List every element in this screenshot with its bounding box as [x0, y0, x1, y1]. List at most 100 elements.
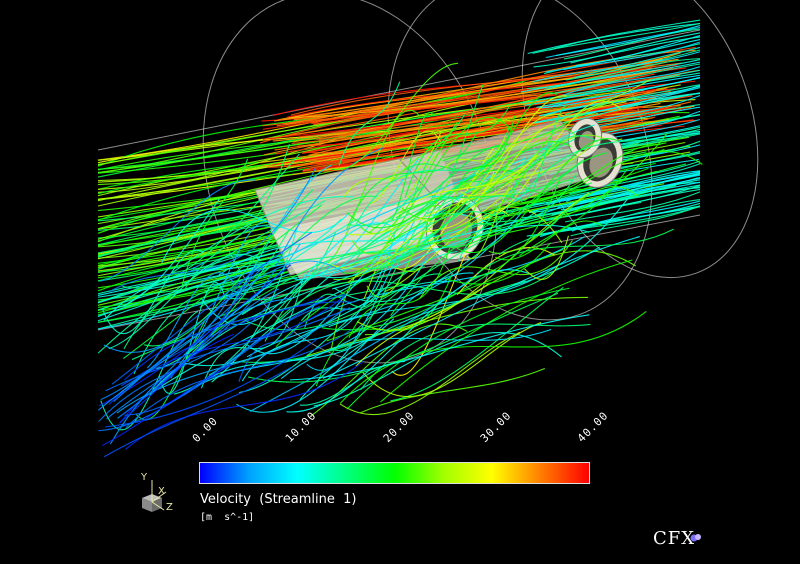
streamline: [460, 123, 559, 197]
streamline: [395, 145, 496, 270]
streamline: [408, 154, 538, 207]
streamline: [173, 255, 336, 395]
streamline: [361, 322, 542, 397]
streamline: [313, 332, 562, 407]
streamline: [519, 168, 628, 257]
streamline: [544, 85, 701, 117]
streamline: [574, 46, 701, 79]
streamline: [411, 114, 466, 205]
streamline: [498, 210, 566, 256]
streamline: [109, 294, 232, 445]
streamline: [544, 58, 701, 91]
streamline: [299, 246, 601, 400]
axis-x-label: X: [158, 486, 165, 497]
streamline: [545, 41, 701, 73]
streamline: [332, 224, 590, 290]
streamline: [291, 90, 671, 144]
streamline: [341, 117, 513, 274]
streamline: [102, 364, 232, 446]
streamline: [477, 228, 674, 274]
streamline: [520, 72, 701, 104]
legend-title: Velocity (Streamline 1): [200, 492, 357, 507]
streamline: [454, 173, 577, 240]
streamline: [105, 307, 351, 392]
streamline: [319, 70, 657, 141]
streamline: [146, 272, 235, 369]
streamline: [100, 310, 199, 431]
streamline: [125, 360, 364, 450]
streamline: [358, 185, 426, 249]
streamline: [119, 311, 229, 424]
streamline: [507, 150, 703, 204]
streamline: [275, 147, 384, 266]
cfx-logo-icon: [690, 534, 701, 542]
streamline: [118, 333, 234, 424]
streamline: [348, 193, 512, 236]
streamline: [527, 22, 701, 55]
streamline: [569, 163, 701, 195]
streamline: [555, 25, 701, 57]
streamline: [563, 28, 701, 60]
streamline: [210, 173, 478, 288]
streamline: [339, 331, 521, 416]
streamline: [200, 222, 395, 326]
streamline: [161, 209, 350, 263]
streamline: [123, 286, 246, 350]
streamline: [364, 195, 523, 270]
streamline: [308, 236, 585, 321]
streamline: [380, 259, 633, 403]
streamline: [181, 158, 249, 287]
streamline: [360, 323, 591, 391]
cfx-brand-label: CFX: [653, 528, 696, 549]
streamline: [427, 144, 502, 196]
streamline: [395, 159, 583, 219]
streamline: [495, 220, 603, 261]
streamline: [368, 130, 441, 204]
streamline: [366, 179, 451, 298]
streamline: [568, 86, 701, 119]
streamline: [436, 152, 607, 248]
streamline: [368, 168, 490, 234]
streamline: [549, 19, 701, 51]
axis-z-label: Z: [166, 502, 173, 513]
streamline: [469, 173, 563, 280]
streamline: [103, 366, 293, 458]
streamline: [238, 321, 301, 383]
streamline: [286, 195, 461, 265]
streamline: [519, 104, 569, 201]
streamline: [510, 144, 661, 194]
streamline: [564, 84, 701, 116]
streamline: [532, 51, 701, 83]
pipe-edge: [97, 214, 701, 331]
streamline: [124, 294, 344, 416]
streamline: [570, 205, 701, 237]
axis-triad-icon[interactable]: Y X Z: [132, 472, 180, 518]
streamline: [570, 32, 701, 64]
streamline: [288, 69, 662, 119]
streamline: [109, 167, 317, 293]
legend-units: [m s^-1]: [200, 512, 255, 523]
streamline: [404, 106, 510, 198]
streamline: [570, 199, 701, 231]
streamline: [272, 89, 645, 142]
streamline: [346, 287, 570, 410]
streamline: [575, 184, 701, 216]
streamline: [331, 62, 459, 170]
streamline: [565, 191, 701, 223]
streamline: [297, 102, 648, 147]
streamline: [327, 109, 421, 264]
streamline: [384, 206, 563, 293]
streamline: [185, 220, 268, 354]
streamline: [565, 49, 701, 81]
streamline: [471, 135, 598, 241]
pipe-edge: [97, 29, 701, 151]
streamline: [238, 195, 377, 293]
streamline: [290, 314, 590, 381]
streamline: [247, 292, 559, 383]
streamline: [262, 69, 700, 127]
streamline: [472, 92, 558, 170]
streamline: [184, 143, 290, 290]
streamline: [273, 267, 560, 326]
